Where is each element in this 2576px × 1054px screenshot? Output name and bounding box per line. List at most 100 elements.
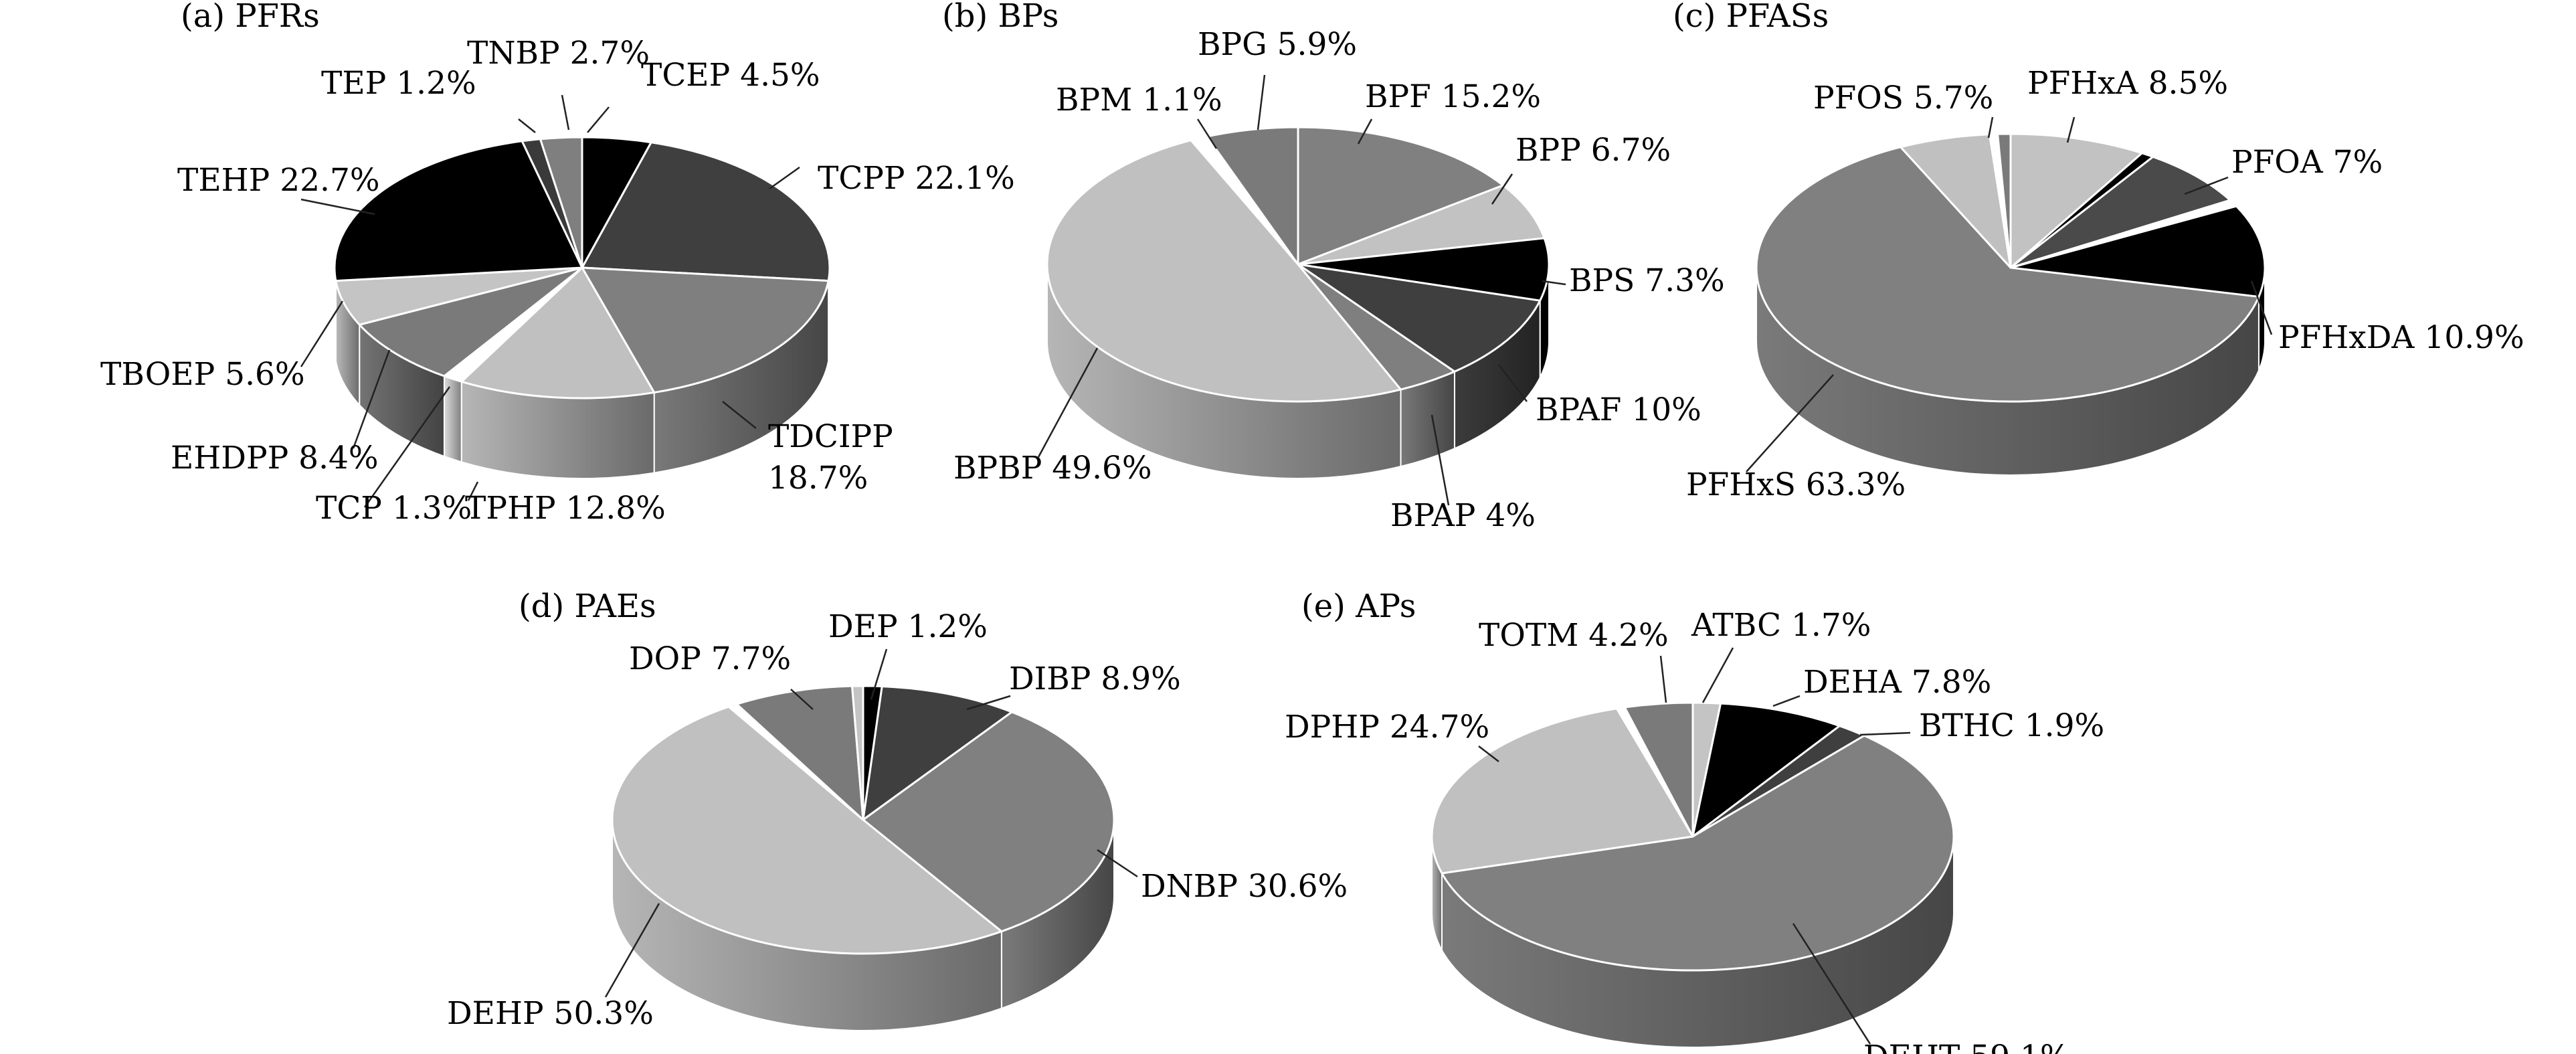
slice-dphp [1431,707,1694,875]
slice-tehp [333,140,583,282]
slice-bpaf [1297,263,1542,373]
leader-line-bpp [1491,173,1513,205]
leader-line-bpbp [1037,347,1099,458]
leader-line-dehp [604,903,660,998]
leader-line-tcpp [769,166,800,190]
leader-line-bpap [1431,414,1450,506]
slice-deht [1441,734,1955,972]
leader-line-pfhxda [2250,280,2273,335]
leader-line-atbc [1701,647,1734,703]
slice-label-pfoa: PFOA 7% [2231,144,2383,181]
slice-label-bpm: BPM 1.1% [1056,82,1222,118]
slice-label-deht: DEHT 59.1% [1863,1039,2070,1054]
leader-line-bpf [1357,118,1373,145]
leader-line-dep [870,648,888,700]
slice-label-bpf: BPF 15.2% [1365,78,1541,115]
panel-title: (c) PFASs [1673,0,1829,35]
slice-label-tphp: TPHP 12.8% [465,490,666,527]
leader-line-bpaf [1498,364,1528,402]
leader-line-bps [1542,280,1566,286]
slice-label-bpap: BPAP 4% [1390,497,1536,534]
slice-side-dehp [612,819,1002,1031]
slice-label-dop: DOP 7.7% [629,640,791,677]
slice-tphp [460,266,656,400]
leader-line-deht [1792,923,1871,1045]
leader-line-pfoa [2184,176,2229,195]
slice-label-dnbp: DNBP 30.6% [1141,868,1348,905]
slice-label-tnbp: TNBP 2.7% [467,35,650,72]
leader-line-tcep [587,106,610,133]
slice-label-bpbp: BPBP 49.6% [953,450,1152,487]
slice-label-bps: BPS 7.3% [1569,262,1725,299]
panel-title: (b) BPs [942,0,1059,35]
slice-label-dep: DEP 1.2% [828,608,988,645]
slice-dibp [862,685,1013,821]
slice-pfoa [2009,155,2231,269]
leader-line-tphp [467,481,479,501]
slice-label-deha: DEHA 7.8% [1803,664,1991,701]
slice-label-ehdpp: EHDPP 8.4% [171,440,379,476]
slice-label-pfhxa: PFHxA 8.5% [2027,65,2228,102]
slice-label-pfhxs: PFHxS 63.3% [1686,466,1906,503]
leader-line-totm [1659,655,1667,703]
slice-tdcipp [581,266,830,394]
leader-line-deha [1772,695,1801,707]
slice-label-pfos: PFOS 5.7% [1813,80,1993,116]
slice-label-bpg: BPG 5.9% [1198,26,1357,63]
slice-bps [1297,237,1550,302]
slice-light [851,685,864,821]
slice-label-tdcipp: TDCIPP 18.7% [768,418,893,497]
slice-label-bpaf: BPAF 10% [1536,391,1701,428]
leader-line-bpm [1196,118,1218,149]
slice-bpm [1185,129,1295,260]
slice-label-tcp: TCP 1.3% [316,490,472,527]
slice-pfhxa [2009,133,2143,269]
slice-gray [1997,133,2012,269]
leader-line-dnbp [1097,849,1138,878]
leader-line-bthc [1859,731,1911,736]
leader-line-dop [790,689,814,710]
slice-label-dehp: DEHP 50.3% [447,995,654,1032]
leader-line-dphp [1478,745,1499,762]
slice-deha [1691,702,1841,838]
leader-line-pfhxs [1746,374,1834,472]
slice-label-dibp: DIBP 8.9% [1009,661,1181,697]
leader-line-pfhxa [2066,116,2076,143]
leader-line-tehp [300,198,375,215]
leader-line-tboep [300,300,344,367]
slice-label-atbc: ATBC 1.7% [1691,607,1871,644]
leader-line-tcp [363,386,451,508]
slice-label-bpp: BPP 6.7% [1515,132,1671,169]
slice-label-pfhxda: PFHxDA 10.9% [2278,319,2524,356]
slice-pfhxda [2009,205,2266,298]
leader-line-tep [518,118,536,133]
panel-title: (a) PFRs [181,0,320,35]
leader-line-bpg [1257,74,1266,130]
slice-dehp [612,707,1002,954]
slice-tcpp [581,141,831,282]
pie-chart-5: (e) APs ATBC 1.7% DEHA 7.8% BTHC 1.9% DEHT 5… [1285,588,2104,1054]
pie-chart-2: (b) BPs BPF 15.2% BPP 6.7% BPS 7.3% BPAF 10%… [942,0,1725,534]
leader-line-pfos [1987,116,1994,139]
slice-label-tehp: TEHP 22.7% [177,162,380,199]
slice-label-tboep: TBOEP 5.6% [100,356,305,393]
leader-line-dibp [966,695,1011,711]
slice-totm [1623,701,1694,838]
slice-pfhxs [1755,146,2260,403]
slice-label-tcep: TCEP 4.5% [641,57,820,94]
leader-line-ehdpp [352,349,391,449]
slice-dnbp [862,711,1115,933]
slice-label-totm: TOTM 4.2% [1479,617,1669,654]
pie-chart-3: (c) PFASs PFHxA 8.5% PFOA 7% PFHxDA 10.9% PF… [1673,0,2524,503]
slice-bpbp [1046,139,1402,403]
slice-tnbp [539,136,583,269]
pie-chart-4: (d) PAEs DEP 1.2% DIBP 8.9% DNBP 30.6% DEHP … [447,588,1348,1032]
slice-label-tcpp: TCPP 22.1% [818,160,1015,197]
leader-line-tdcipp [722,401,757,429]
leader-line-tnbp [561,94,570,130]
panel-title: (d) PAEs [519,588,656,625]
slice-label-bthc: BTHC 1.9% [1919,707,2104,744]
panel-title: (e) APs [1301,588,1416,625]
slice-label-dphp: DPHP 24.7% [1285,709,1489,745]
